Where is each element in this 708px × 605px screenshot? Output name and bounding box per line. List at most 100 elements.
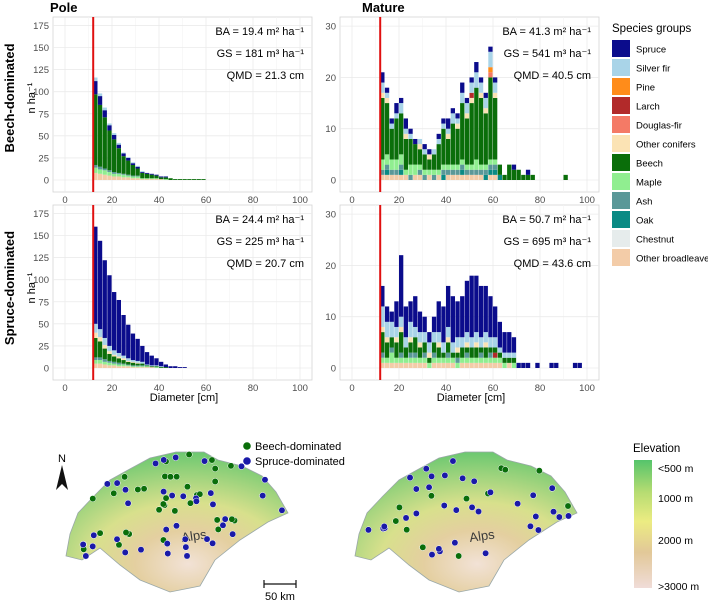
site-spruce-dominated [182, 543, 190, 551]
site-spruce-dominated [412, 485, 420, 493]
bar-segment-maple [384, 357, 390, 363]
bar-segment-beech [511, 169, 517, 180]
bar-segment-other-broadleaves [403, 362, 408, 368]
bar-segment-beech [121, 156, 126, 174]
bar-segment-spruce [572, 362, 578, 368]
bar-segment-silver-fir [460, 92, 465, 104]
bar-segment-spruce [93, 226, 98, 324]
bar-segment-beech [455, 352, 460, 358]
site-spruce-dominated [532, 513, 540, 520]
bar-segment-beech [140, 363, 145, 366]
bar-segment-ash [116, 362, 121, 365]
bar-segment-ash [488, 164, 493, 170]
bar-segment-ash [135, 175, 140, 177]
bar-segment-maple [474, 159, 479, 170]
bar-segment-maple [107, 362, 112, 366]
elevation-legend-title: Elevation [633, 443, 680, 455]
bar-segment-beech [417, 149, 423, 165]
bar-segment-maple [441, 164, 446, 170]
bar-segment-other-broadleaves [446, 174, 451, 180]
bar-segment-other-conifers [464, 113, 470, 119]
site-spruce-dominated [113, 535, 121, 543]
bar-segment-beech [389, 128, 394, 160]
bar-segment-maple [502, 362, 507, 368]
bar-segment-maple [135, 176, 140, 179]
elevation-colorbar [634, 460, 652, 588]
bar-segment-ash [102, 168, 107, 171]
bar-segment-beech [384, 342, 390, 358]
bar-segment-spruce [450, 296, 455, 343]
bar-segment-spruce [135, 166, 140, 169]
bar-segment-maple [455, 164, 460, 170]
bar-segment-beech [102, 348, 107, 360]
x-tick-label: 80 [535, 195, 546, 206]
bar-segment-beech [154, 175, 159, 179]
bar-segment-larch [493, 352, 498, 358]
bar-segment-maple [441, 357, 446, 363]
bar-segment-other-broadleaves [159, 179, 164, 180]
bar-segment-spruce [521, 362, 526, 368]
site-spruce-dominated [451, 539, 459, 547]
bar-segment-ash [107, 170, 112, 173]
y-tick-label: 100 [33, 275, 49, 286]
legend-label-oak: Oak [636, 216, 654, 227]
bar-segment-maple [394, 357, 399, 363]
bar-segment-maple [417, 164, 423, 170]
bar-segment-other-conifers [384, 337, 390, 343]
bar-segment-other-broadleaves [126, 366, 131, 368]
site-beech-dominated [96, 529, 104, 537]
bar-segment-other-broadleaves [478, 362, 484, 368]
bar-segment-maple [140, 178, 145, 180]
site-beech-dominated [140, 485, 148, 493]
bar-segment-spruce [126, 157, 131, 161]
bar-segment-maple [436, 169, 441, 175]
bar-segment-oak [441, 174, 446, 180]
bar-segment-other-conifers [483, 108, 488, 114]
bar-segment-other-broadleaves [130, 367, 136, 368]
site-spruce-dominated [201, 457, 208, 465]
bar-segment-spruce [107, 125, 112, 131]
annotation-gs: GS = 695 m³ ha⁻¹ [504, 236, 592, 248]
bar-segment-maple [389, 159, 394, 170]
bar-segment-maple [422, 169, 427, 175]
bar-segment-maple [478, 164, 484, 170]
annotation-gs: GS = 181 m³ ha⁻¹ [217, 48, 305, 60]
bar-segment-other-broadleaves [450, 174, 455, 180]
bar-segment-beech [488, 77, 493, 160]
bar-segment-ash [389, 347, 394, 353]
legend-label-chestnut: Chestnut [636, 235, 674, 246]
bar-segment-silver-fir [422, 332, 427, 343]
y-tick-label: 0 [331, 364, 336, 375]
bar-segment-ash [102, 359, 107, 362]
bar-segment-other-broadleaves [478, 174, 484, 180]
bar-segment-other-conifers [399, 326, 404, 333]
site-spruce-dominated [380, 522, 388, 530]
x-tick-label: 0 [62, 195, 67, 206]
bar-segment-beech [403, 138, 408, 170]
bar-segment-beech [474, 87, 479, 160]
bar-segment-maple [135, 366, 140, 368]
north-arrow-icon: N [56, 453, 68, 490]
site-beech-dominated [211, 478, 219, 485]
site-spruce-dominated [412, 510, 420, 517]
bar-segment-beech [403, 347, 408, 358]
bar-segment-beech [422, 154, 427, 170]
bar-segment-spruce [554, 362, 559, 368]
y-axis-label-row2: n ha⁻¹ [26, 272, 38, 303]
bar-segment-beech [149, 174, 154, 179]
bar-segment-beech [384, 103, 390, 155]
bar-segment-other-conifers [116, 356, 121, 359]
x-tick-label: 0 [62, 383, 67, 394]
bar-segment-other-broadleaves [446, 362, 451, 368]
x-tick-label: 80 [535, 383, 546, 394]
bar-segment-maple [112, 363, 117, 366]
bar-segment-other-conifers [483, 342, 488, 348]
bar-segment-ash [413, 352, 418, 358]
site-spruce-dominated [219, 521, 227, 529]
bar-segment-ash [417, 169, 423, 175]
bar-segment-beech [478, 347, 484, 353]
bar-segment-beech [144, 173, 150, 179]
bar-segment-silver-fir [149, 365, 154, 367]
bar-segment-maple [130, 176, 136, 179]
bar-segment-other-conifers [380, 326, 385, 333]
